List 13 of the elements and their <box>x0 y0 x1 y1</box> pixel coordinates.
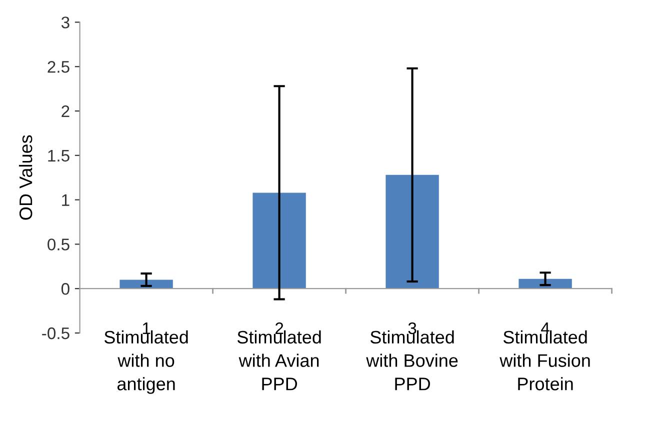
y-tick-label: 1 <box>62 194 70 206</box>
bar <box>518 278 572 289</box>
bar <box>252 192 306 289</box>
bar <box>120 280 173 289</box>
y-tick-label: 1.5 <box>48 150 70 162</box>
y-tick-label: 2.5 <box>48 61 70 73</box>
y-tick-label: 3 <box>61 16 70 28</box>
y-tick-label: 2 <box>62 105 70 118</box>
bar <box>386 174 439 289</box>
y-axis-title: OD Values <box>18 135 32 220</box>
y-tick-label: 0 <box>61 283 70 295</box>
y-tick-label: 0.5 <box>48 238 70 250</box>
y-tick-label: -0.5 <box>42 327 70 340</box>
